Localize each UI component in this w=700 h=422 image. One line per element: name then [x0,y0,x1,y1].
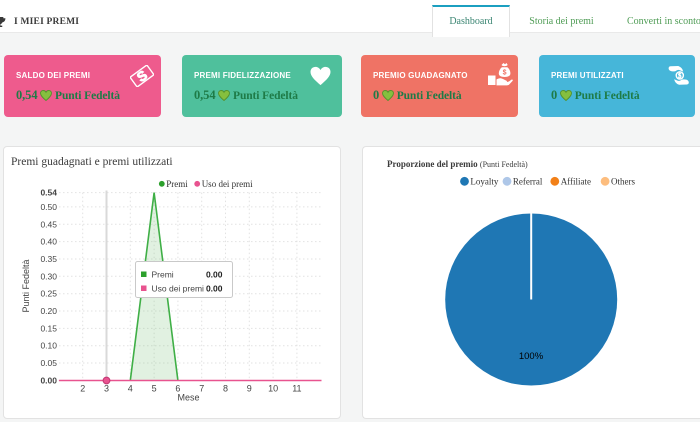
svg-text:0.20: 0.20 [40,306,57,316]
svg-text:Premi: Premi [152,270,174,280]
svg-text:11: 11 [292,384,301,394]
svg-text:0.45: 0.45 [40,219,57,229]
svg-text:Premi: Premi [166,179,188,189]
svg-text:10: 10 [268,384,278,394]
svg-text:0.54: 0.54 [40,188,57,198]
svg-text:6: 6 [175,384,180,394]
svg-text:0.00: 0.00 [206,270,223,280]
svg-text:0.35: 0.35 [40,254,57,264]
svg-text:9: 9 [247,384,252,394]
svg-text:4: 4 [128,384,133,394]
svg-text:0.00: 0.00 [206,284,223,294]
svg-text:Uso dei premi: Uso dei premi [202,179,253,189]
svg-text:0.40: 0.40 [40,237,57,247]
svg-text:0.50: 0.50 [40,202,57,212]
svg-text:Others: Others [611,177,635,187]
svg-text:0.15: 0.15 [40,323,57,333]
svg-text:$: $ [678,72,682,80]
svg-text:0.05: 0.05 [40,358,57,368]
svg-text:Uso dei premi: Uso dei premi [152,284,205,294]
svg-text:0.25: 0.25 [40,289,57,299]
svg-text:Punti Fedeltà: Punti Fedeltà [21,259,31,312]
svg-text:3: 3 [104,384,109,394]
svg-text:5: 5 [152,384,157,394]
svg-text:Referral: Referral [513,177,543,187]
svg-text:100%: 100% [519,351,544,362]
svg-text:2: 2 [80,384,85,394]
svg-text:Affiliate: Affiliate [561,177,591,187]
svg-text:7: 7 [199,384,204,394]
svg-text:S: S [134,68,150,85]
svg-text:Mese: Mese [177,393,199,403]
svg-text:8: 8 [223,384,228,394]
svg-text:0.00: 0.00 [40,375,57,385]
svg-text:Loyalty: Loyalty [470,177,498,187]
svg-text:0.10: 0.10 [40,341,57,351]
svg-text:0.30: 0.30 [40,271,57,281]
svg-text:$: $ [503,70,507,77]
